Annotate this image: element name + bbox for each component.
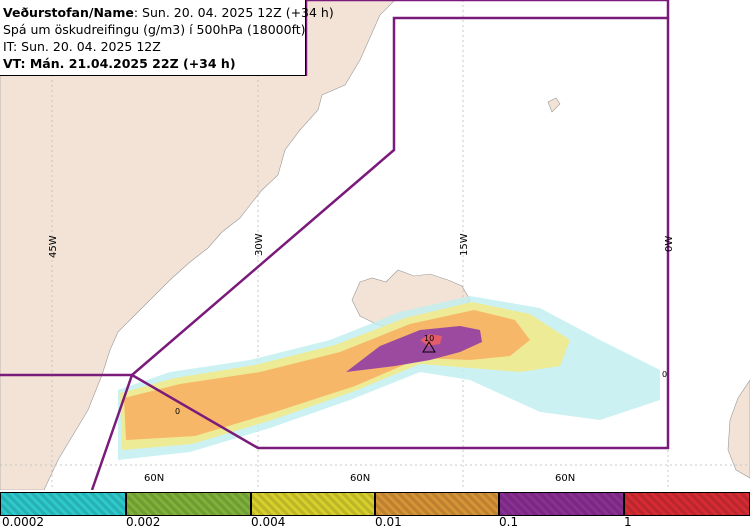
contour-label-0-west: 0 [175,407,180,416]
agency-name: Veðurstofan/Name [3,5,134,20]
legend-tick-0.002: 0.002 [126,515,161,529]
ash-dispersion-map[interactable]: 45W 30W 15W 0W 60N 60N 60N 10 0 0 [0,0,750,490]
legend-swatch-5 [499,492,624,516]
norway-coast [727,379,750,479]
header-line-2: Spá um öskudreifingu (g/m3) í 500hPa (18… [3,22,306,37]
contour-label-0-east: 0 [662,370,667,379]
legend-tick-0.1: 0.1 [499,515,519,529]
lat-label-60n-1: 60N [144,473,164,484]
lat-label-60n-2: 60N [350,473,370,484]
header-line-1: Veðurstofan/Name: Sun. 20. 04. 2025 12Z … [3,4,334,21]
greenland-land [0,0,396,490]
header-line-3: IT: Sun. 20. 04. 2025 12Z [3,39,161,54]
volcano-marker [422,341,436,353]
concentration-legend [0,490,750,532]
legend-swatch-3 [251,492,375,516]
ash-plume [118,296,660,460]
lon-label-30w: 30W [254,233,265,256]
plume-0.1 [346,326,482,372]
legend-tick-0.004: 0.004 [251,515,286,529]
boundary-south [0,18,670,450]
legend-tick-0.0002: 0.0002 [2,515,44,529]
lon-label-45w: 45W [48,235,59,258]
plume-1 [420,334,442,346]
forecast-info-box: Veðurstofan/Name: Sun. 20. 04. 2025 12Z … [0,0,334,76]
ash-warning-boundary [90,0,670,490]
legend-swatch-6 [624,492,750,516]
legend-swatch-4 [375,492,499,516]
lon-label-0w: 0W [664,236,675,252]
lat-label-60n-3: 60N [555,473,575,484]
contour-label-10: 10 [424,334,434,343]
header-run-time: : Sun. 20. 04. 2025 12Z (+34 h) [133,5,334,20]
header-valid-time: VT: Mán. 21.04.2025 22Z (+34 h) [3,56,236,71]
legend-tick-0.01: 0.01 [375,515,402,529]
island-northeast [547,97,561,113]
lon-label-15w: 15W [459,233,470,256]
legend-swatch-2 [126,492,251,516]
legend-swatch-1 [0,492,126,516]
legend-tick-1: 1 [624,515,632,529]
